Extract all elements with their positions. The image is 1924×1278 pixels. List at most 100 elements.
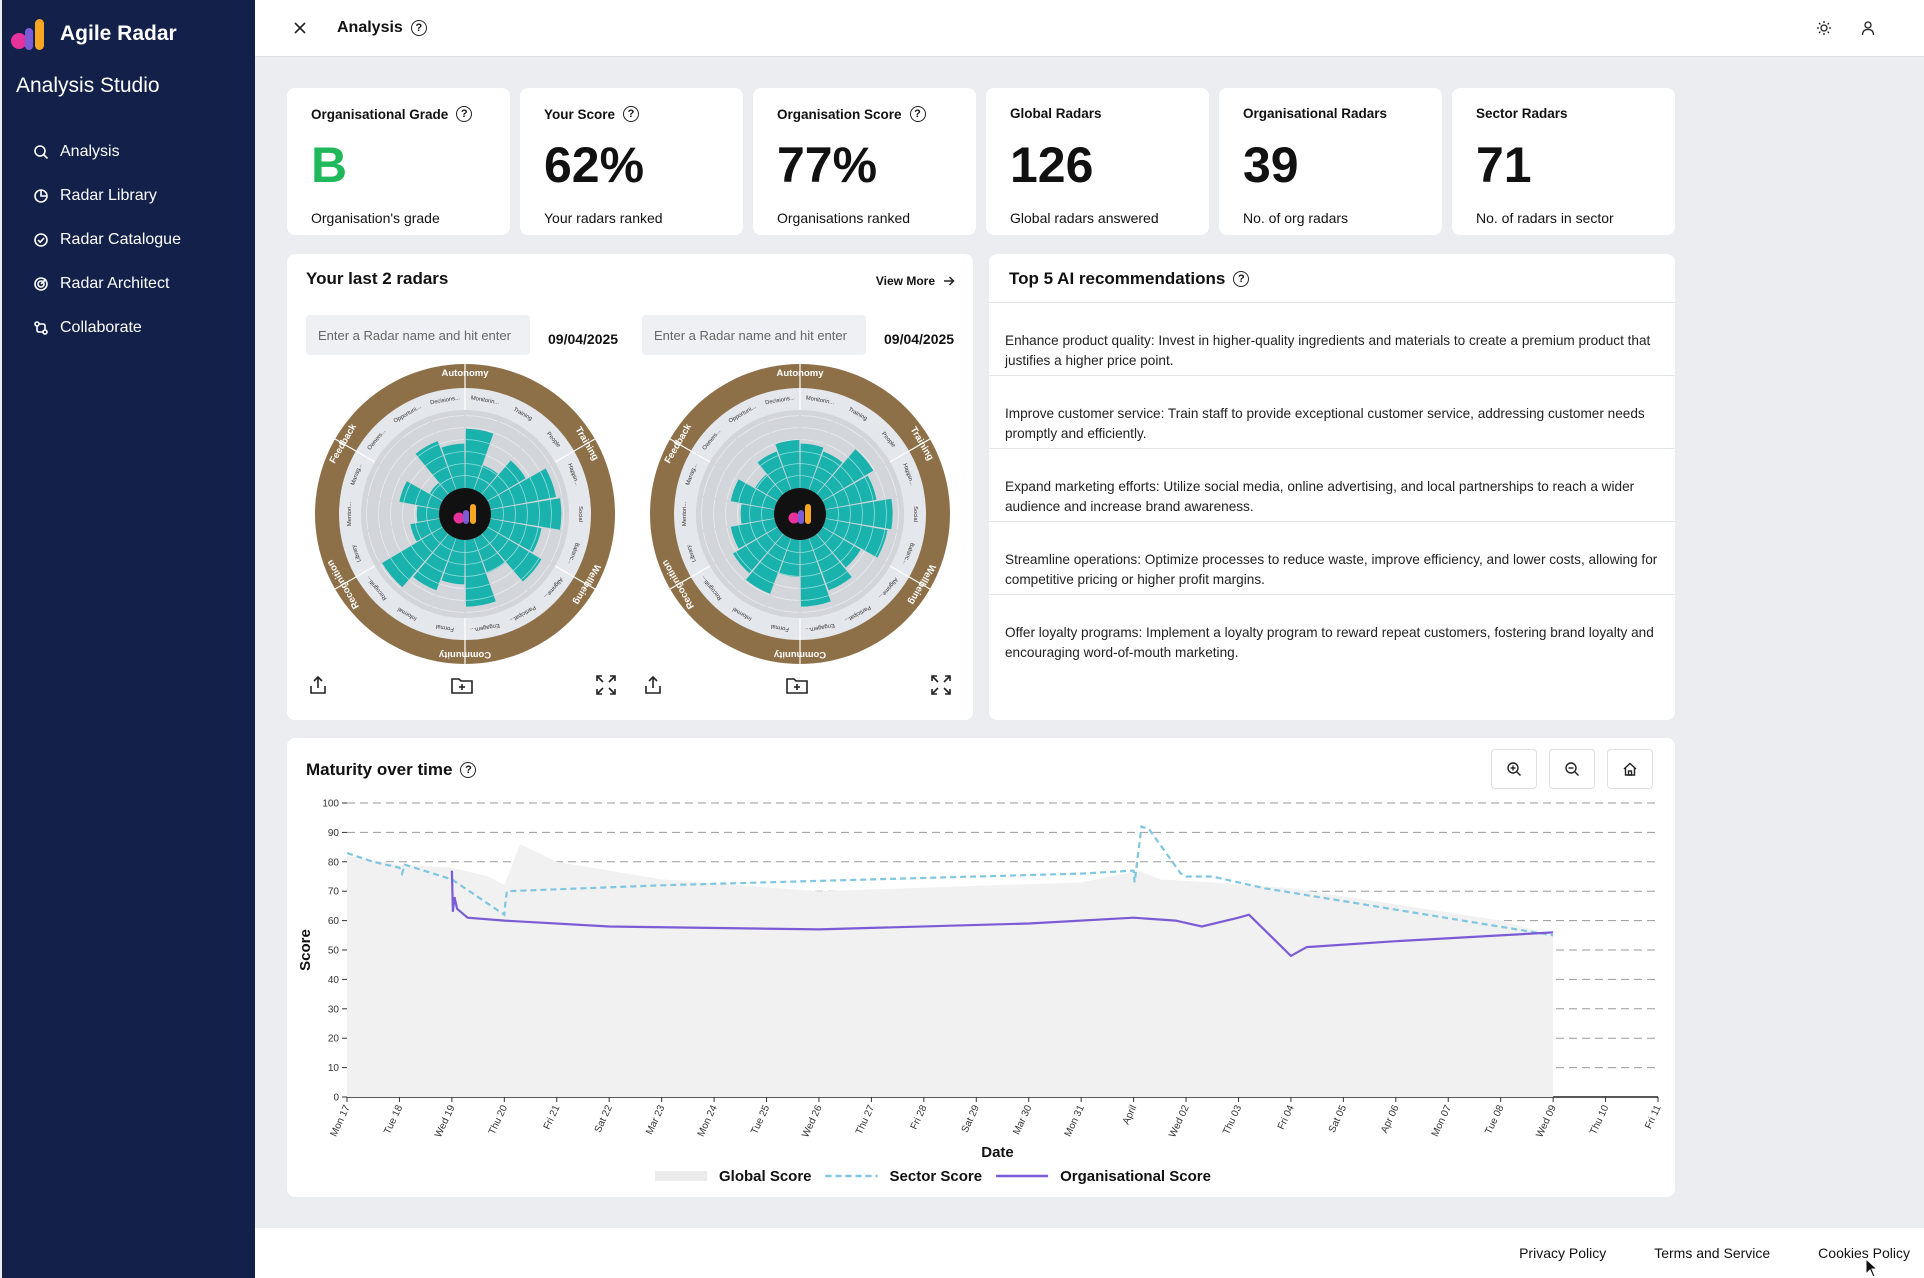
radar-grid-ring (744, 432, 770, 448)
radar-segment (474, 465, 498, 494)
radar-grid-ring (800, 463, 817, 467)
radar-grid-ring (432, 415, 465, 422)
privacy-policy-link[interactable]: Privacy Policy (1519, 1245, 1607, 1261)
zoom-out-button[interactable] (1549, 749, 1595, 789)
share-radar-button[interactable] (639, 671, 667, 699)
reset-zoom-button[interactable] (1607, 749, 1653, 789)
radar-grid-ring (843, 523, 850, 539)
sidebar-item-radar-library[interactable]: Radar Library (2, 174, 255, 218)
help-icon[interactable]: ? (1233, 271, 1250, 287)
radar-grid-ring (854, 483, 862, 503)
radar-grid-ring (409, 432, 435, 448)
terms-link[interactable]: Terms and Service (1654, 1245, 1771, 1261)
help-icon[interactable]: ? (460, 762, 477, 778)
radar-divider (554, 438, 596, 463)
help-icon[interactable]: ? (456, 106, 473, 122)
radar-grid-ring (885, 465, 898, 497)
legend-label: Global Score (719, 1168, 812, 1185)
studio-title: Analysis Studio (16, 74, 160, 97)
view-more-link[interactable]: View More (876, 274, 955, 288)
sidebar-item-collaborate[interactable]: Collaborate (2, 306, 255, 350)
radar-grid-ring (417, 571, 439, 585)
help-icon[interactable]: ? (909, 106, 926, 122)
radar-grid-ring (800, 439, 825, 445)
share-radar-button[interactable] (304, 671, 332, 699)
x-tick-label: Thu 10 (1588, 1103, 1611, 1136)
expand-radar-button[interactable] (927, 671, 955, 699)
x-tick-label: Wed 09 (1534, 1103, 1559, 1139)
radar-name-input[interactable] (306, 315, 530, 355)
radar-item-label: Social (912, 506, 918, 522)
sidebar-item-radar-architect[interactable]: Radar Architect (2, 262, 255, 306)
stat-sub: Your radars ranked (544, 210, 663, 226)
help-icon[interactable]: ? (410, 20, 427, 36)
brand[interactable]: Agile Radar (2, 0, 255, 68)
help-icon[interactable]: ? (623, 106, 640, 122)
sidebar-item-radar-catalogue[interactable]: Radar Catalogue (2, 218, 255, 262)
x-tick-label: Thu 27 (854, 1103, 877, 1136)
radar-grid-ring (832, 539, 844, 553)
legend-label: Organisational Score (1060, 1168, 1211, 1185)
maturity-header: Maturity over time ? (306, 760, 477, 780)
radar-grid-ring (745, 545, 760, 562)
radar-item-label: Monitorin... (805, 395, 835, 406)
radar-divider (334, 438, 376, 463)
radar-grid-ring (431, 533, 441, 544)
radar-grid-ring (489, 484, 499, 495)
recommendation-item: Enhance product quality: Invest in highe… (989, 302, 1675, 375)
save-radar-button[interactable] (783, 671, 811, 699)
radar-category-label: Community (773, 649, 826, 660)
radar-segment (474, 534, 506, 573)
maturity-line-chart[interactable]: 0 10 20 30 40 50 60 70 80 90 100 Mon 17 Tue 18 Wed 19… (287, 738, 1675, 1197)
radar-segment (481, 527, 542, 582)
zoom-out-icon (1565, 762, 1579, 776)
footer: Privacy Policy Terms and Service Cookies… (255, 1228, 1924, 1278)
folder-plus-icon (786, 678, 808, 694)
logo-bar (805, 504, 811, 524)
radar-category-label: Autonomy (777, 368, 825, 379)
radar-grid-ring (486, 561, 505, 573)
zoom-in-button[interactable] (1491, 749, 1537, 789)
cookies-policy-link[interactable]: Cookies Policy (1818, 1245, 1910, 1261)
sidebar-item-analysis[interactable]: Analysis (2, 130, 255, 174)
radar-grid-ring (832, 475, 844, 489)
radar-grid-ring (528, 563, 551, 590)
radar-grid-ring (760, 561, 779, 573)
expand-radar-button[interactable] (592, 671, 620, 699)
radar-grid-ring (745, 466, 760, 483)
recommendations-title: Top 5 AI recommendations (1009, 269, 1226, 288)
radar-grid-ring (528, 438, 551, 465)
radar-grid-ring (749, 505, 751, 523)
radar-grid-ring (529, 527, 539, 551)
radar-chart[interactable]: AutonomyTrainingWellbeingCommunityRecogn… (315, 364, 615, 664)
theme-toggle-button[interactable] (1814, 18, 1834, 38)
x-tick-label: Mar 23 (644, 1103, 667, 1136)
close-button[interactable] (285, 13, 315, 43)
stat-value: 77% (777, 137, 878, 193)
close-icon (294, 22, 306, 34)
radar-grid-ring (756, 475, 768, 489)
radar-grid-ring (452, 549, 465, 553)
radar-grid-ring (761, 507, 763, 521)
home-icon (1623, 762, 1637, 776)
radar-chart[interactable]: AutonomyTrainingWellbeingCommunityRecogn… (650, 364, 950, 664)
radar-name-input[interactable] (642, 315, 866, 355)
user-button[interactable] (1858, 18, 1878, 38)
radar-grid-ring (714, 529, 726, 557)
radar-segment (816, 527, 861, 568)
y-tick-label: 30 (328, 1004, 340, 1015)
radar-grid-ring (813, 543, 825, 551)
radar-category-label: Community (438, 649, 491, 660)
radar-grid-ring (800, 572, 821, 577)
topbar: Analysis ? (255, 0, 1924, 57)
stat-sub: No. of radars in sector (1476, 210, 1614, 226)
y-tick-label: 0 (333, 1093, 339, 1104)
sidebar-item-label: Radar Library (60, 187, 157, 204)
brand-name: Agile Radar (60, 22, 177, 45)
radar-divider (334, 565, 376, 590)
save-radar-button[interactable] (448, 671, 476, 699)
x-tick-label: Fri 28 (909, 1103, 930, 1131)
radar-item-label: Engagem... (469, 622, 500, 633)
radar-grid-ring (800, 583, 825, 589)
ai-recommendations-card: Top 5 AI recommendations ? Enhance produ… (989, 254, 1675, 720)
